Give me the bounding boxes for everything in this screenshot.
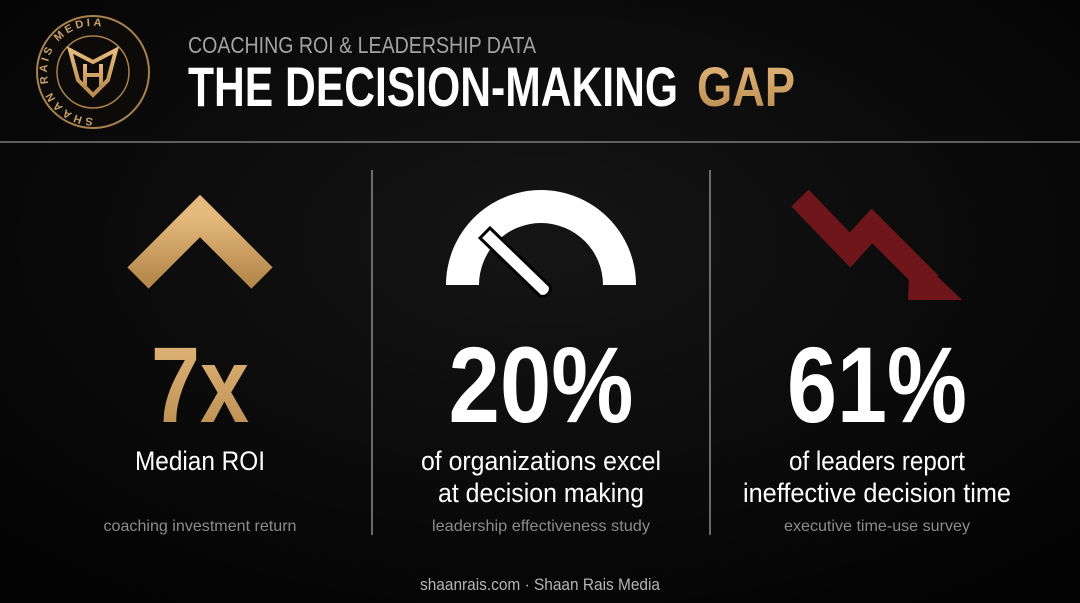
stat-label: ineffective decision time [743, 478, 1011, 508]
title: THE DECISION-MAKING [188, 55, 678, 118]
stat-label: of organizations excel [421, 446, 661, 476]
stat-label: of leaders report [789, 446, 965, 476]
chevron-icon [127, 194, 273, 289]
logo: SHAAN RAIS MEDIA [36, 15, 150, 129]
stat-value: 61% [787, 324, 967, 445]
footer: shaanrais.com · Shaan Rais Media [420, 575, 660, 594]
stat-value: 7x [151, 324, 249, 445]
stat-label: at decision making [438, 478, 644, 508]
title-accent: GAP [697, 55, 795, 118]
stat-value: 20% [449, 324, 634, 445]
stat-label: Median ROI [135, 446, 265, 476]
stat-source: leadership effectiveness study [432, 518, 650, 535]
down-arrow-icon [791, 189, 962, 300]
subtitle: COACHING ROI & LEADERSHIP DATA [188, 32, 537, 58]
stat-source: executive time-use survey [784, 518, 970, 535]
stat-source: coaching investment return [104, 518, 297, 535]
gauge-icon [446, 190, 636, 298]
